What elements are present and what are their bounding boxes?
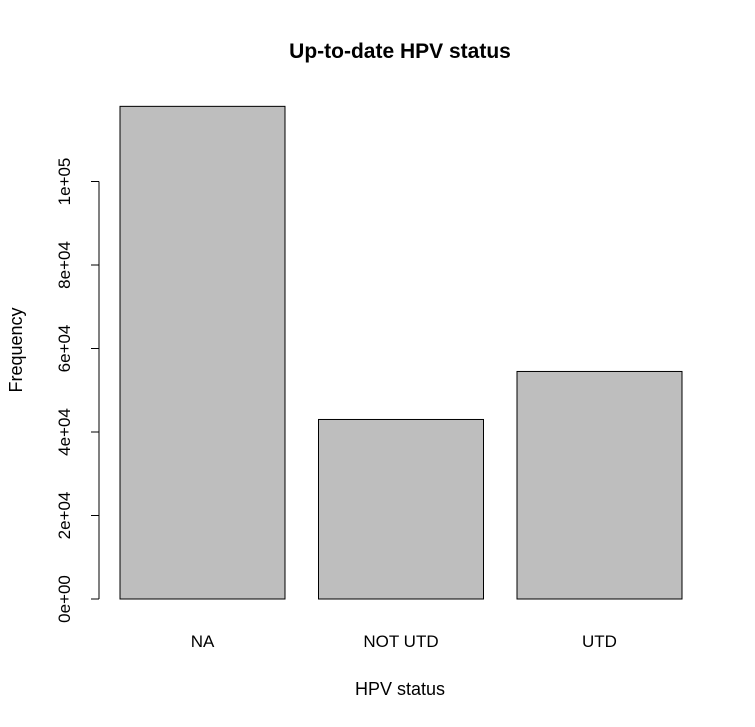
x-tick-labels: NA NOT UTD UTD	[191, 632, 617, 651]
bar-utd	[516, 370, 683, 600]
y-tick-label: 4e+04	[55, 408, 74, 456]
bar-not-utd	[318, 418, 484, 600]
bar-na	[119, 105, 286, 600]
x-tick-label: NA	[191, 632, 215, 651]
y-tick-label: 8e+04	[55, 241, 74, 289]
x-tick-label: NOT UTD	[363, 632, 438, 651]
y-tick-label: 0e+00	[55, 575, 74, 623]
y-axis-label: Frequency	[6, 307, 26, 392]
y-tick-label: 1e+05	[55, 158, 74, 206]
x-tick-label: UTD	[582, 632, 617, 651]
chart-title: Up-to-date HPV status	[289, 40, 511, 63]
y-axis: 0e+00 2e+04 4e+04 6e+04 8e+04 1e+05	[55, 158, 100, 623]
y-tick-label: 2e+04	[55, 492, 74, 540]
x-axis-label: HPV status	[355, 679, 445, 699]
y-tick-label: 6e+04	[55, 325, 74, 373]
bars-group	[119, 105, 683, 600]
